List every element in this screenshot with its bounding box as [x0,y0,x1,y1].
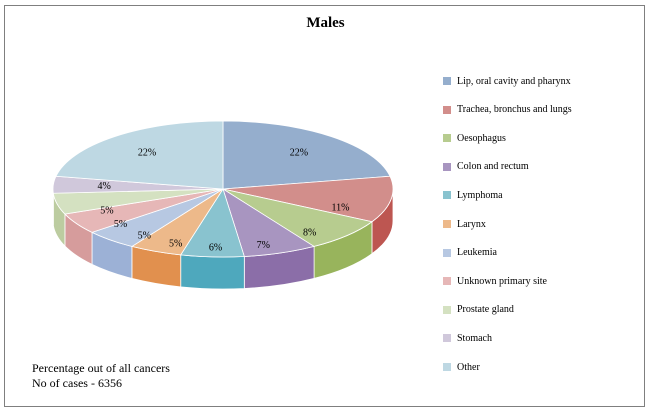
legend-swatch [443,134,451,143]
legend-label: Trachea, bronchus and lungs [457,104,572,116]
legend-item-prostate-gland: Prostate gland [443,303,514,317]
data-label-other: 22% [138,147,156,158]
data-label-trachea-bronchus-and-lungs: 11% [332,202,350,213]
data-label-lip-oral-cavity-and-pharynx: 22% [290,147,308,158]
data-label-lymphoma: 6% [209,243,222,254]
legend-item-lip-oral-cavity-and-pharynx: Lip, oral cavity and pharynx [443,74,571,88]
data-label-prostate-gland: 5% [100,205,113,216]
legend-label: Prostate gland [457,304,514,316]
legend-label: Colon and rectum [457,161,529,173]
legend-item-trachea-bronchus-and-lungs: Trachea, bronchus and lungs [443,103,572,117]
legend-swatch [443,277,451,286]
legend-label: Other [457,361,480,373]
legend-item-larynx: Larynx [443,217,486,231]
legend-swatch [443,363,451,371]
legend-label: Stomach [457,332,492,344]
legend-swatch [443,162,451,171]
legend-item-oesophagus: Oesophagus [443,131,506,145]
data-label-oesophagus: 8% [303,228,316,239]
legend-label: Lymphoma [457,189,503,201]
data-label-colon-and-rectum: 7% [257,240,270,251]
legend-swatch [443,305,451,314]
pie-tops [52,120,394,258]
legend-item-leukemia: Leukemia [443,246,497,260]
pie-side-lymphoma [180,254,245,290]
legend-item-other: Other [443,360,480,374]
pie-data-labels: 22%11%8%7%6%5%5%5%5%4%22% [98,147,350,253]
footnote: Percentage out of all cancers No of case… [32,361,170,391]
legend-swatch [443,220,451,228]
legend-label: Leukemia [457,247,497,259]
data-label-larynx: 5% [169,239,182,250]
legend-swatch [443,334,451,343]
legend-swatch [443,105,451,114]
legend-swatch [443,77,451,85]
legend-item-lymphoma: Lymphoma [443,188,503,202]
data-label-unknown-primary-site: 5% [114,219,127,230]
data-label-stomach: 4% [98,181,111,192]
pie-slice-other [55,120,224,190]
legend-item-colon-and-rectum: Colon and rectum [443,160,529,174]
legend-label: Oesophagus [457,132,506,144]
chart-title: Males [306,15,345,31]
data-label-leukemia: 5% [138,231,151,242]
footnote-cases: No of cases - 6356 [32,376,122,390]
pie-slice-lip-oral-cavity-and-pharynx [222,120,391,190]
legend-item-unknown-primary-site: Unknown primary site [443,274,547,288]
pie-slice-trachea-bronchus-and-lungs [222,175,394,223]
legend-label: Lip, oral cavity and pharynx [457,75,571,87]
legend-label: Unknown primary site [457,275,547,287]
legend-swatch [443,248,451,257]
footnote-percentage: Percentage out of all cancers [32,361,170,375]
legend-item-stomach: Stomach [443,331,492,345]
legend-label: Larynx [457,218,486,230]
pie-sides [52,188,394,290]
legend-swatch [443,191,451,200]
